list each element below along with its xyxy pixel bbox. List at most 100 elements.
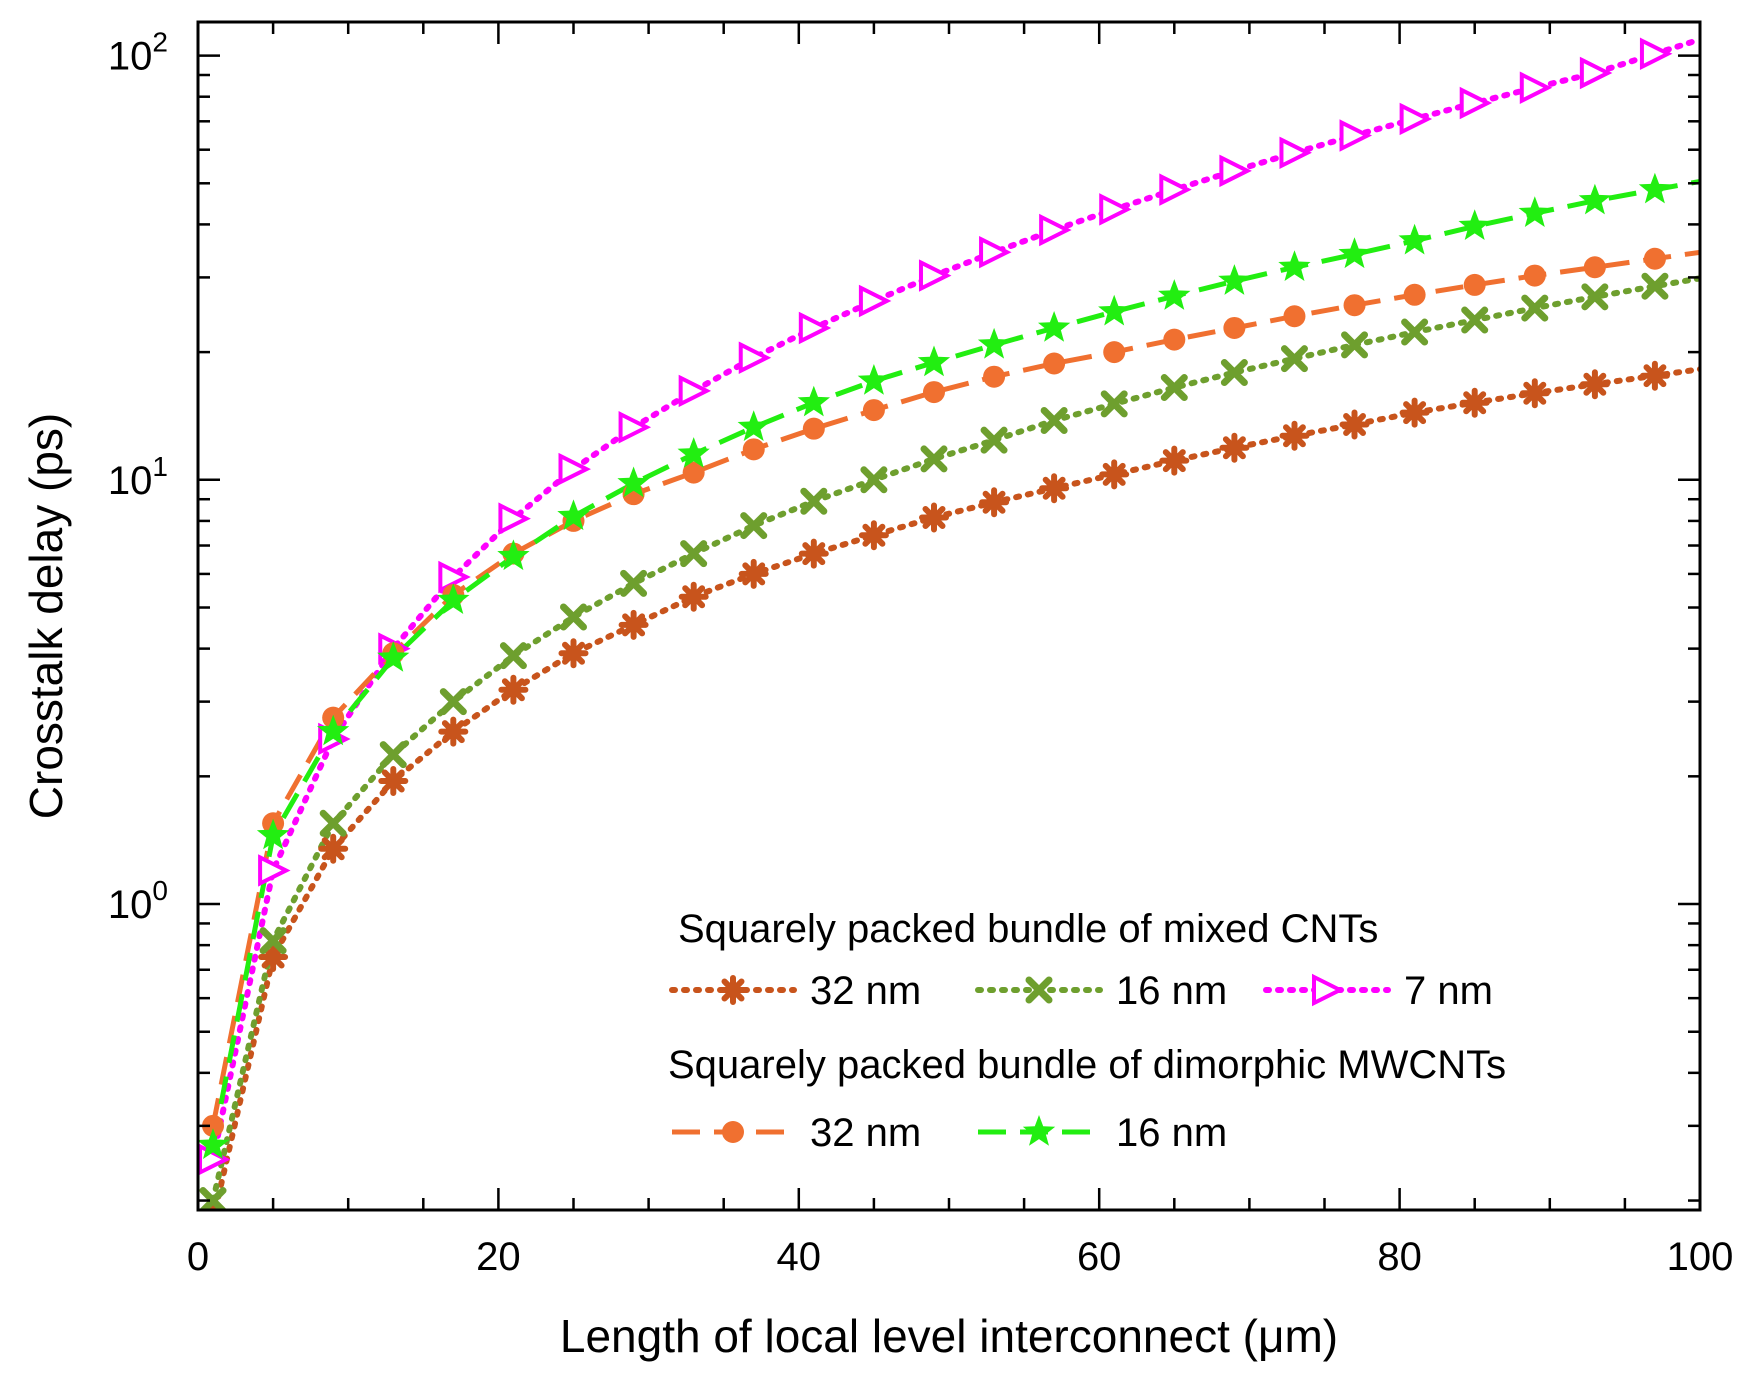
data-point-mixed-32nm (1339, 409, 1370, 440)
data-point-mixed-16nm (1100, 390, 1128, 418)
legend-entry-label: 7 nm (1404, 969, 1493, 1013)
data-point-mixed-32nm (979, 487, 1010, 518)
data-point-mixed-32nm (1039, 473, 1070, 504)
data-point-mixed-32nm (258, 942, 289, 972)
y-tick-label: 100 (108, 875, 168, 927)
data-point-mixed-7nm (1519, 71, 1553, 104)
data-point-mixed-32nm (1519, 378, 1550, 409)
data-point-mixed-7nm (738, 341, 772, 374)
data-point-mixed-7nm (1039, 213, 1072, 247)
y-tick-label: 102 (108, 27, 168, 79)
data-point-mixed-16nm (800, 487, 828, 515)
data-point-dimorphic-16nm (617, 466, 650, 498)
data-point-mixed-32nm (738, 558, 769, 589)
data-point-mixed-32nm (558, 638, 589, 669)
data-point-mixed-32nm (618, 609, 649, 640)
data-point-mixed-32nm (919, 502, 949, 533)
data-point-dimorphic-16nm (977, 327, 1011, 359)
data-point-mixed-32nm (1099, 459, 1130, 490)
data-point-mixed-16nm (1040, 406, 1068, 434)
data-point-mixed-16nm (199, 1187, 227, 1210)
data-point-mixed-7nm (258, 854, 291, 887)
data-point-dimorphic-16nm (256, 818, 290, 850)
data-point-mixed-16nm (920, 445, 948, 473)
legend-group-title-dimorphic: Squarely packed bundle of dimorphic MWCN… (668, 1043, 1506, 1087)
data-point-mixed-32nm (1459, 387, 1490, 418)
data-point-dimorphic-32nm (1283, 305, 1306, 328)
data-point-dimorphic-32nm (1523, 264, 1546, 287)
x-tick-label: 60 (1077, 1235, 1122, 1279)
data-point-mixed-7nm (1399, 102, 1433, 136)
legend-entry-label: 32 nm (810, 1111, 921, 1155)
data-point-dimorphic-32nm (1403, 283, 1426, 306)
data-point-dimorphic-32nm (1643, 247, 1666, 270)
data-point-dimorphic-16nm (797, 385, 830, 417)
data-point-dimorphic-16nm (857, 364, 891, 395)
y-tick-label: 101 (108, 451, 168, 503)
data-point-dimorphic-32nm (802, 417, 825, 440)
data-point-mixed-16nm (259, 927, 287, 955)
data-point-dimorphic-32nm (862, 399, 885, 422)
data-point-dimorphic-32nm (202, 1114, 225, 1137)
data-point-mixed-32nm (1399, 397, 1430, 428)
legend-swatch-marker (718, 975, 748, 1005)
data-point-mixed-32nm (1279, 420, 1310, 451)
data-point-dimorphic-16nm (557, 499, 590, 531)
data-point-mixed-16nm (1521, 294, 1549, 322)
data-point-dimorphic-32nm (1463, 273, 1486, 296)
data-point-mixed-16nm (620, 569, 648, 597)
data-point-mixed-7nm (979, 235, 1012, 269)
data-point-mixed-7nm (1159, 173, 1192, 206)
series-line-mixed-16nm (210, 275, 1700, 1204)
data-point-mixed-16nm (560, 603, 587, 631)
data-point-dimorphic-16nm (1218, 264, 1251, 295)
x-tick-label: 0 (187, 1235, 209, 1279)
data-point-mixed-16nm (379, 741, 407, 769)
legend-swatch-marker (1312, 973, 1345, 1007)
data-point-dimorphic-16nm (1398, 223, 1431, 255)
data-point-mixed-16nm (860, 466, 888, 494)
data-point-mixed-7nm (918, 259, 952, 292)
data-point-dimorphic-16nm (1278, 250, 1311, 281)
data-point-mixed-16nm (1160, 374, 1188, 402)
data-point-dimorphic-16nm (677, 437, 710, 468)
data-point-dimorphic-16nm (1638, 172, 1672, 204)
data-point-mixed-16nm (1461, 306, 1489, 334)
data-point-mixed-7nm (498, 502, 531, 535)
legend-swatch-marker (1022, 1115, 1056, 1146)
data-point-mixed-7nm (1339, 119, 1373, 152)
data-point-dimorphic-16nm (497, 539, 530, 571)
data-point-mixed-16nm (1401, 318, 1429, 346)
data-point-dimorphic-16nm (1338, 237, 1371, 269)
legend-swatch-marker (1025, 976, 1053, 1004)
data-point-mixed-7nm (1279, 136, 1312, 170)
x-tick-label: 80 (1377, 1235, 1422, 1279)
data-point-mixed-32nm (378, 766, 409, 796)
data-point-mixed-32nm (318, 833, 349, 864)
data-point-mixed-7nm (678, 374, 712, 408)
data-point-dimorphic-32nm (742, 438, 765, 461)
data-point-mixed-32nm (858, 520, 889, 551)
legend-entry-label: 16 nm (1116, 969, 1227, 1013)
data-point-dimorphic-32nm (1343, 294, 1366, 317)
data-point-mixed-32nm (498, 674, 529, 705)
data-point-mixed-32nm (678, 581, 709, 612)
data-point-dimorphic-16nm (1458, 209, 1491, 240)
series-line-mixed-7nm (210, 36, 1700, 1163)
data-point-mixed-16nm (1280, 345, 1308, 373)
data-point-mixed-32nm (1579, 369, 1610, 400)
data-point-mixed-7nm (1219, 154, 1252, 188)
legend-entry-label: 16 nm (1116, 1111, 1227, 1155)
data-point-dimorphic-32nm (1103, 341, 1126, 364)
data-point-mixed-7nm (558, 452, 591, 486)
legend: Squarely packed bundle of mixed CNTs Squ… (668, 907, 1506, 1155)
data-point-mixed-7nm (1579, 56, 1613, 90)
data-point-dimorphic-16nm (1518, 196, 1551, 227)
y-axis-label: Crosstalk delay (ps) (20, 413, 72, 819)
data-point-dimorphic-16nm (1158, 279, 1191, 310)
data-point-dimorphic-16nm (1578, 183, 1611, 215)
legend-swatch-marker (722, 1121, 744, 1143)
